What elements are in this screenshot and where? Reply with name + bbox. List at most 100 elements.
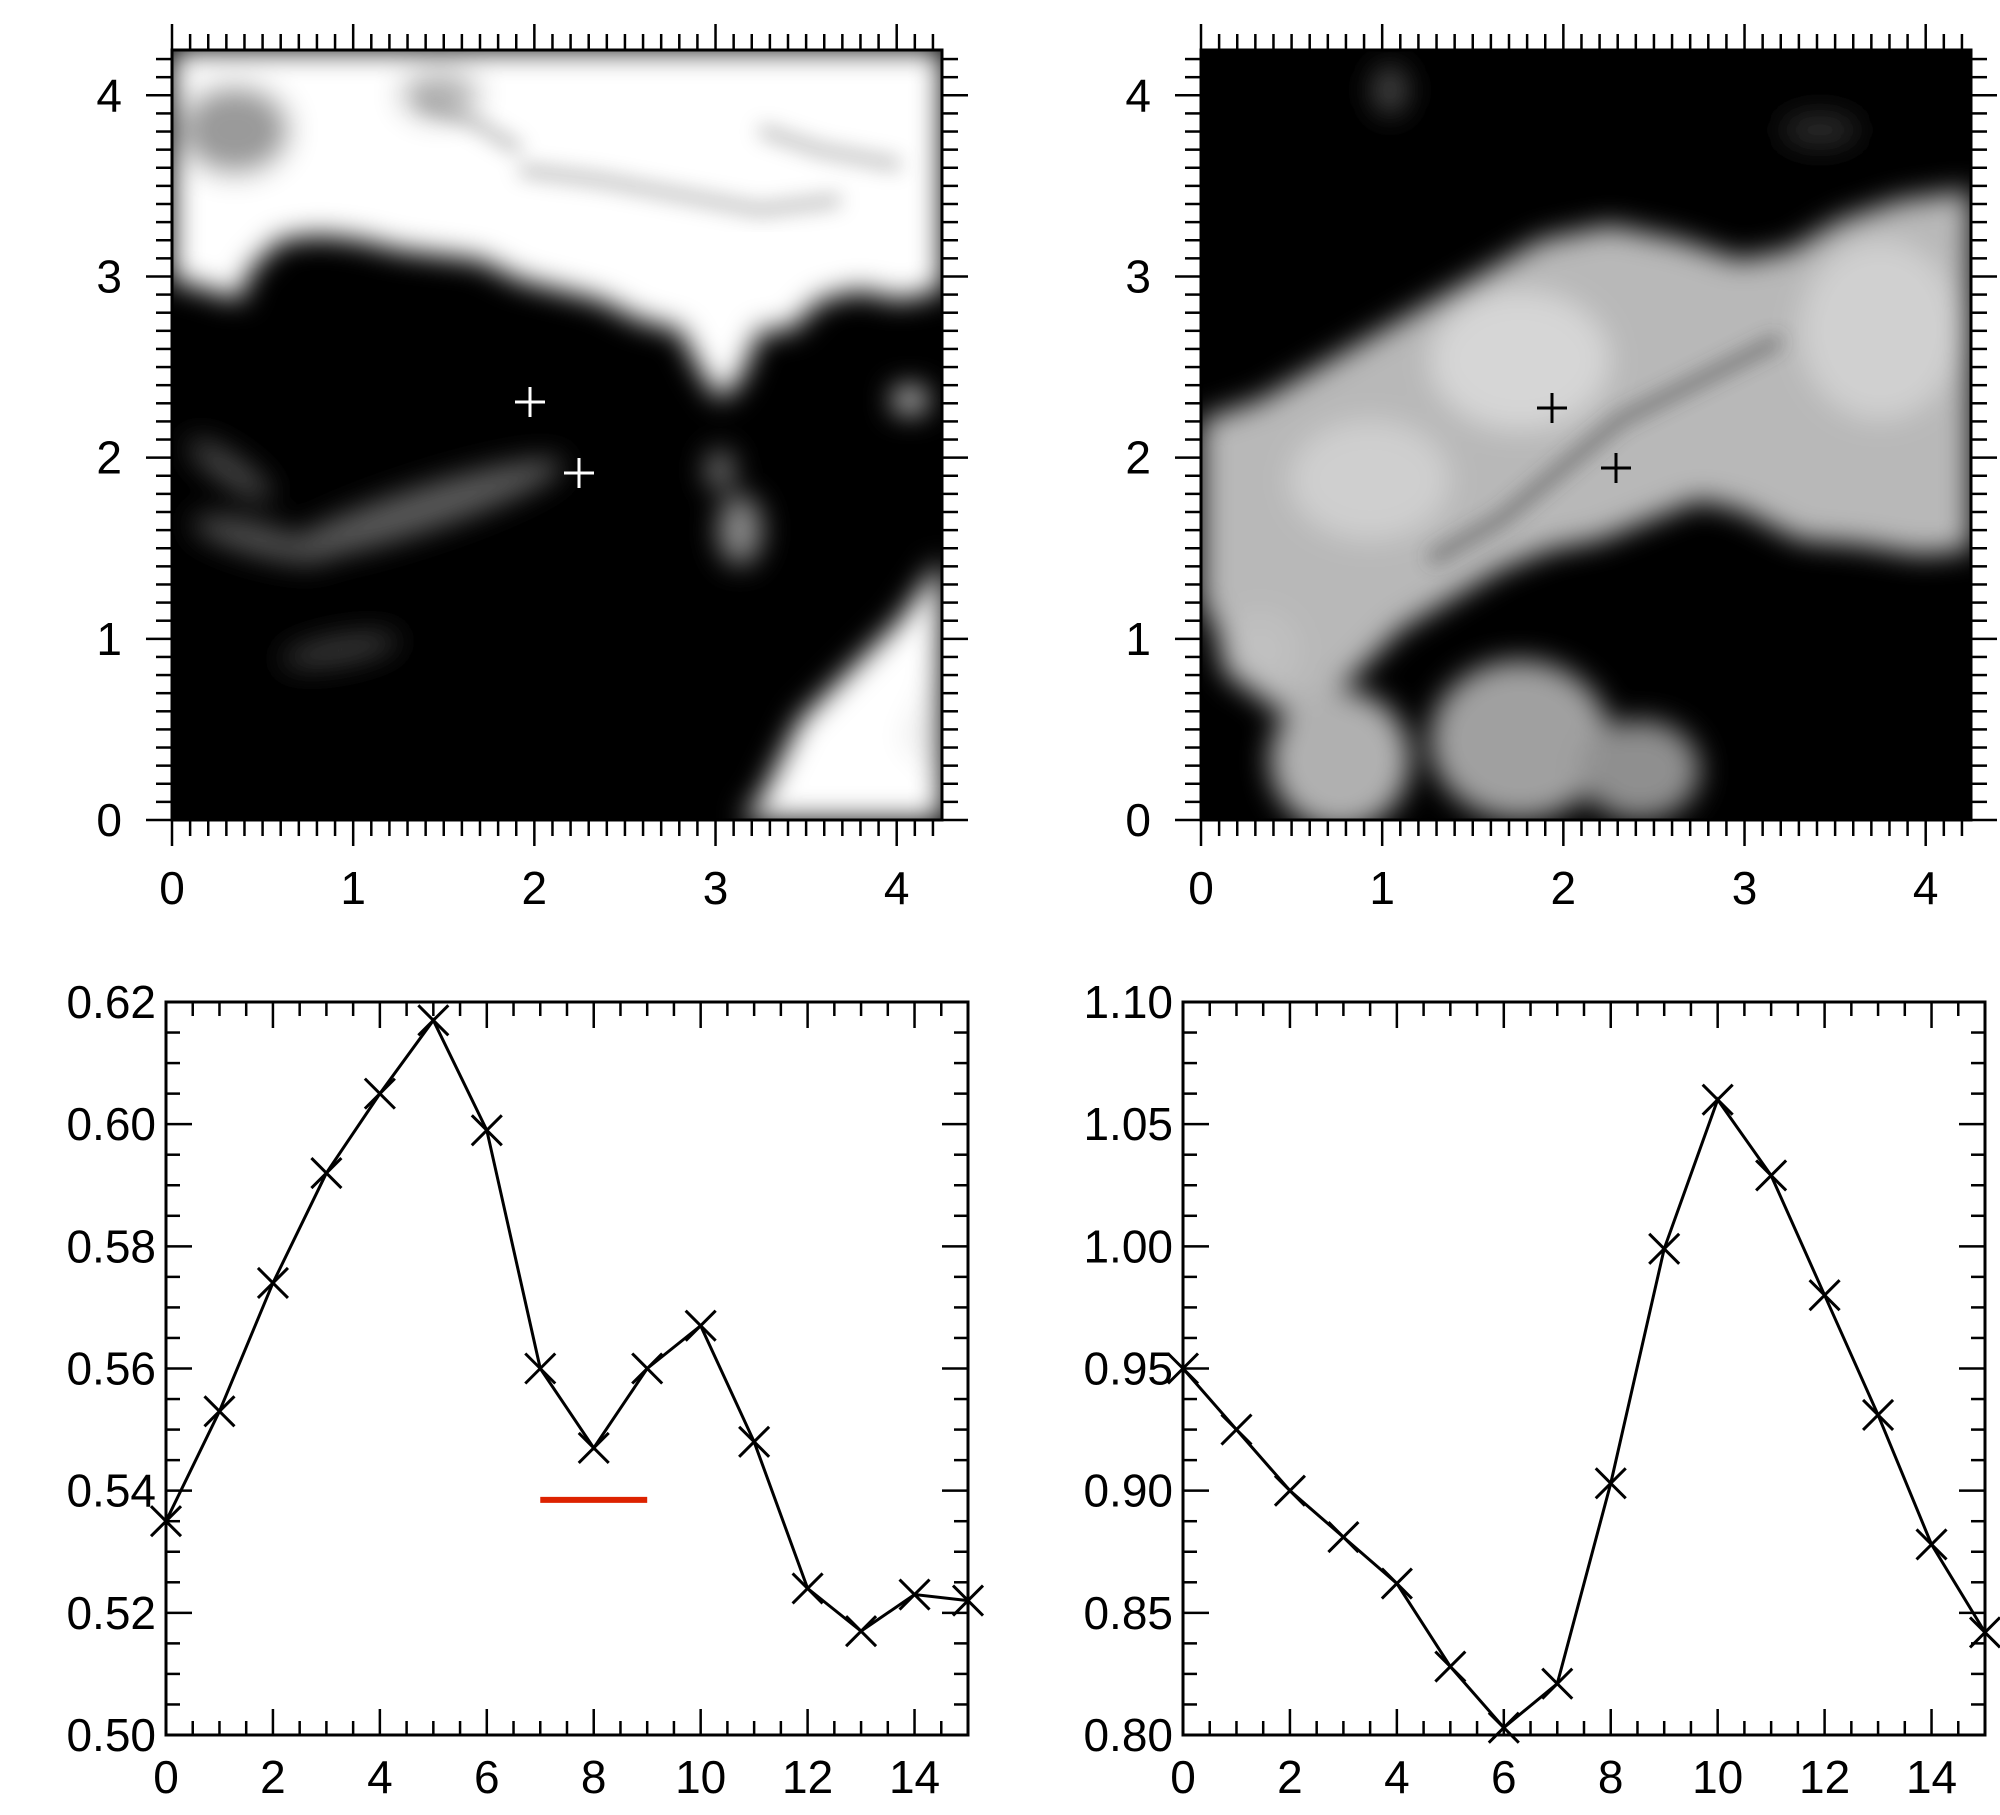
data-point [1166, 1352, 1200, 1385]
x-tick-labels-bottom-left: 0 2 4 6 8 10 12 14 [153, 1751, 940, 1803]
heatmap-image-top-left [172, 50, 942, 820]
series-line-bottom-left [164, 1017, 969, 1634]
crosshair-marker-4 [1601, 453, 1631, 483]
data-point [203, 1395, 236, 1428]
x-tick-label: 0 [153, 1751, 179, 1803]
x-axis-ticks-bottom-top-right [1199, 820, 1964, 846]
axis-ticks-bottom-left [164, 1000, 970, 1737]
series-points-bottom-right [1166, 1083, 2000, 1744]
y-tick-label: 0.60 [66, 1098, 156, 1150]
y-tick-label: 1 [1125, 613, 1151, 665]
y-tick-labels-top-right: 0 1 2 3 4 [1125, 69, 1151, 846]
y-tick-label: 1.00 [1083, 1220, 1173, 1272]
data-point [738, 1425, 771, 1458]
x-axis-ticks-bottom-top-left [170, 820, 935, 846]
data-point [1273, 1474, 1306, 1507]
x-tick-label: 0 [159, 862, 185, 914]
series-line [1181, 1096, 1987, 1730]
x-axis-ticks-top-top-right [1199, 24, 1964, 50]
data-point [951, 1584, 985, 1617]
x-tick-label: 3 [703, 862, 729, 914]
y-tick-label: 0.90 [1083, 1465, 1173, 1517]
y-axis-ticks-left-top-right [1175, 57, 1201, 822]
data-point [1968, 1616, 2000, 1649]
data-point [1915, 1528, 1948, 1561]
x-tick-label: 4 [1913, 862, 1939, 914]
data-point [1327, 1521, 1360, 1554]
x-tick-label: 4 [367, 1751, 393, 1803]
crosshair-marker-2 [564, 458, 594, 488]
panel-top-left: 0 1 2 3 4 0 1 2 3 4 [96, 24, 968, 914]
y-tick-label: 4 [1125, 69, 1151, 121]
x-tick-label: 3 [1732, 862, 1758, 914]
data-point [310, 1156, 343, 1190]
heatmap-image-top-right [1201, 50, 1971, 820]
data-point [1220, 1413, 1253, 1446]
y-tick-label: 0 [96, 794, 122, 846]
y-tick-label: 0.50 [66, 1709, 156, 1761]
y-tick-label: 3 [1125, 250, 1151, 302]
x-tick-label: 14 [1906, 1751, 1957, 1803]
x-tick-label: 0 [1188, 862, 1214, 914]
x-tick-labels-bottom-right: 0 2 4 6 8 10 12 14 [1170, 1751, 1957, 1803]
x-tick-label: 0 [1170, 1751, 1196, 1803]
data-point [577, 1431, 610, 1464]
x-tick-label: 1 [1369, 862, 1395, 914]
panel-bottom-right: 0 2 4 6 8 10 12 14 0.80 0.85 0.90 0.95 1.00 1.05 1.10 [1083, 976, 2000, 1803]
data-point [149, 1505, 183, 1538]
y-tick-label: 0 [1125, 794, 1151, 846]
x-tick-label: 1 [340, 862, 366, 914]
data-point [631, 1352, 664, 1385]
x-tick-label: 4 [1384, 1751, 1410, 1803]
y-tick-label: 4 [96, 69, 122, 121]
y-tick-label: 1.05 [1083, 1098, 1173, 1150]
crosshair-marker-3 [1537, 393, 1567, 423]
panel-bottom-left: 0 2 4 6 8 10 12 14 0.50 0.52 0.54 0.56 0.58 0.60 0.62 [66, 976, 985, 1803]
y-tick-label: 1.10 [1083, 976, 1173, 1028]
y-tick-labels-bottom-left: 0.50 0.52 0.54 0.56 0.58 0.60 0.62 [66, 976, 156, 1761]
x-tick-labels-top-right: 0 1 2 3 4 [1188, 862, 1938, 914]
y-tick-labels-bottom-right: 0.80 0.85 0.90 0.95 1.00 1.05 1.10 [1083, 976, 1173, 1761]
crosshair-marker-1 [515, 387, 545, 417]
data-point [1648, 1232, 1681, 1265]
x-tick-label: 14 [889, 1751, 940, 1803]
data-point [1380, 1567, 1413, 1600]
plot-frame-top-right [1199, 48, 1973, 822]
axis-ticks-bottom-right [1181, 1000, 1987, 1737]
series-line-bottom-right [1181, 1096, 1987, 1730]
y-tick-label: 1 [96, 613, 122, 665]
y-tick-label: 2 [1125, 432, 1151, 484]
series-points-bottom-left [149, 1004, 985, 1648]
series-line [164, 1017, 969, 1634]
x-tick-label: 10 [675, 1751, 726, 1803]
data-point [898, 1578, 931, 1611]
x-tick-label: 6 [1491, 1751, 1517, 1803]
y-tick-label: 0.52 [66, 1587, 156, 1639]
y-axis-ticks-left-top-left [146, 57, 172, 822]
data-point [1594, 1467, 1627, 1500]
data-point [845, 1615, 878, 1648]
y-tick-label: 0.56 [66, 1343, 156, 1395]
data-point [524, 1352, 557, 1385]
x-tick-labels-top-left: 0 1 2 3 4 [159, 862, 909, 914]
data-point [1862, 1398, 1895, 1431]
data-point [791, 1572, 824, 1605]
data-point [363, 1077, 396, 1110]
y-axis-ticks-right-top-right [1971, 57, 1997, 822]
y-tick-label: 0.80 [1083, 1709, 1173, 1761]
y-tick-labels-top-left: 0 1 2 3 4 [96, 69, 122, 846]
data-point [1755, 1159, 1788, 1192]
x-tick-label: 12 [1799, 1751, 1850, 1803]
data-point [684, 1309, 717, 1342]
x-tick-label: 10 [1692, 1751, 1743, 1803]
x-tick-label: 4 [884, 862, 910, 914]
x-tick-label: 2 [260, 1751, 286, 1803]
x-tick-label: 6 [474, 1751, 500, 1803]
plot-frame-bottom-right [1181, 1000, 1987, 1737]
data-point [1487, 1711, 1520, 1744]
panel-top-right: 0 1 2 3 4 0 1 2 3 4 [1125, 24, 1997, 914]
data-point [417, 1004, 450, 1037]
data-point [1434, 1650, 1467, 1683]
data-point [470, 1114, 503, 1147]
